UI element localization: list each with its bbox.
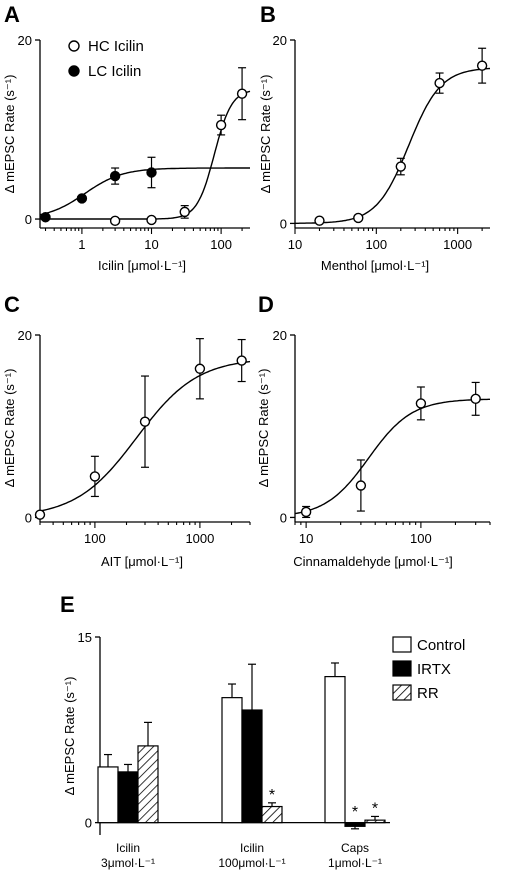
legend-swatch-rr [392, 684, 412, 701]
y-tick-label-d-0: 0 [280, 510, 287, 525]
data-point-a-1-1 [76, 193, 88, 204]
data-point-c-0-3 [194, 363, 206, 374]
significance-star-1: * [352, 804, 358, 821]
data-point-c-0-1 [89, 471, 101, 482]
y-tick-label-c-0: 0 [25, 510, 32, 525]
bar-control-1 [221, 697, 243, 824]
y-tick-label-b-0: 0 [280, 216, 287, 231]
fit-curve-a-1 [39, 167, 250, 216]
category-label-caps: Caps [341, 841, 369, 855]
y-axis-label-e: Δ mEPSC Rate (s⁻¹) [62, 677, 77, 796]
x-tick-label-d-0: 10 [299, 531, 313, 546]
legend-marker-hc-icilin [68, 40, 80, 52]
x-axis-label-c: AIT [μmol·L⁻¹] [101, 554, 183, 569]
y-axis-label-d: Δ mEPSC Rate (s⁻¹) [256, 369, 271, 488]
fit-curve-d-0 [294, 398, 490, 515]
y-tick-label-b-1: 20 [273, 33, 287, 48]
panel-d: D Δ mEPSC Rate (s⁻¹) Cinnamaldehyde [μmo… [256, 292, 491, 569]
data-point-c-0-4 [236, 355, 247, 366]
x-tick-label-c-1: 1000 [185, 531, 214, 546]
category-label-icilin-3: Icilin [116, 841, 140, 855]
data-point-a-0-3 [215, 119, 227, 131]
x-tick-label-a-0: 1 [78, 237, 85, 252]
data-point-d-0-1 [355, 480, 367, 491]
data-point-a-0-1 [146, 214, 157, 226]
data-point-b-0-0 [314, 215, 325, 226]
legend-swatch-control [392, 636, 412, 653]
x-tick-label-b-0: 10 [288, 237, 302, 252]
legend-swatch-irtx [392, 660, 412, 677]
data-point-d-0-3 [470, 393, 481, 405]
panel-b: B Δ mEPSC Rate (s⁻¹) Menthol [μmol·L⁻¹] … [258, 2, 491, 273]
legend-label-irtx: IRTX [417, 661, 451, 678]
legend-label-control: Control [417, 637, 465, 654]
data-point-b-0-2 [395, 161, 406, 172]
x-tick-label-d-1: 100 [410, 531, 432, 546]
category-sublabel-icilin-100: 100μmol·L⁻¹ [218, 856, 285, 870]
x-axis-label-d: Cinnamaldehyde [μmol·L⁻¹] [293, 554, 453, 569]
data-point-c-0-0 [34, 509, 46, 520]
data-point-b-0-1 [353, 212, 364, 224]
data-point-a-1-0 [40, 212, 51, 223]
x-axis-label-b: Menthol [μmol·L⁻¹] [321, 258, 429, 273]
legend-label-rr: RR [417, 685, 439, 702]
panel-e: E Δ mEPSC Rate (s⁻¹) Icilin 3μmol·L⁻¹ Ic… [60, 592, 465, 870]
data-point-c-0-2 [139, 416, 151, 427]
data-point-b-0-4 [476, 60, 488, 71]
y-tick-label-c-1: 20 [18, 328, 32, 343]
y-tick-label-a-1: 20 [18, 33, 32, 48]
bar-rr-2 [364, 819, 386, 824]
data-point-d-0-0 [300, 506, 312, 518]
y-tick-label-d-1: 20 [273, 328, 287, 343]
bar-irtx-0 [117, 771, 139, 824]
fit-curve-a-0 [40, 90, 251, 220]
panel-label-e: E [60, 592, 75, 617]
significance-star-2: * [372, 800, 378, 817]
legend-label-hc-icilin: HC Icilin [88, 38, 144, 55]
panel-label-b: B [260, 2, 276, 27]
x-tick-label-a-1: 10 [144, 237, 158, 252]
y-tick-label-e-1: 15 [78, 630, 92, 645]
fit-curve-b-0 [295, 67, 491, 225]
category-sublabel-caps: 1μmol·L⁻¹ [328, 856, 382, 870]
panel-label-a: A [4, 2, 20, 27]
y-axis-label-b: Δ mEPSC Rate (s⁻¹) [258, 75, 273, 194]
bar-control-0 [97, 766, 119, 824]
x-tick-label-b-2: 1000 [443, 237, 472, 252]
data-point-a-0-0 [109, 215, 121, 227]
bar-irtx-2 [344, 822, 366, 827]
data-point-a-0-2 [179, 206, 190, 218]
legend-label-lc-icilin: LC Icilin [88, 63, 141, 80]
data-point-a-1-2 [109, 170, 121, 182]
category-label-icilin-100: Icilin [240, 841, 264, 855]
legend-a: HC Icilin LC Icilin [68, 38, 144, 80]
x-tick-label-c-0: 100 [84, 531, 106, 546]
bar-rr-0 [137, 745, 159, 824]
panel-a: A Δ mEPSC Rate (s⁻¹) Icilin [μmol·L⁻¹] H… [2, 2, 251, 273]
x-tick-label-a-2: 100 [210, 237, 232, 252]
panel-label-d: D [258, 292, 274, 317]
y-tick-label-a-0: 0 [25, 212, 32, 227]
bar-rr-1 [261, 805, 283, 824]
data-point-b-0-3 [434, 77, 445, 89]
panel-c: C Δ mEPSC Rate (s⁻¹) AIT [μmol·L⁻¹] 0 20 1… [2, 292, 251, 569]
y-tick-label-e-0: 0 [85, 816, 92, 831]
legend-e: Control IRTX RR [392, 636, 465, 702]
panel-label-c: C [4, 292, 20, 317]
data-point-a-1-3 [146, 167, 157, 178]
y-axis-label-c: Δ mEPSC Rate (s⁻¹) [2, 369, 17, 488]
x-tick-label-b-1: 100 [365, 237, 387, 252]
legend-marker-lc-icilin [68, 65, 80, 77]
bar-irtx-1 [241, 709, 263, 824]
category-sublabel-icilin-3: 3μmol·L⁻¹ [101, 856, 155, 870]
data-point-d-0-2 [415, 398, 427, 409]
x-axis-label-a: Icilin [μmol·L⁻¹] [98, 258, 186, 273]
bar-control-2 [324, 675, 346, 824]
y-axis-label-a: Δ mEPSC Rate (s⁻¹) [2, 75, 17, 194]
data-point-a-0-4 [236, 88, 248, 99]
significance-star-0: * [269, 787, 275, 804]
